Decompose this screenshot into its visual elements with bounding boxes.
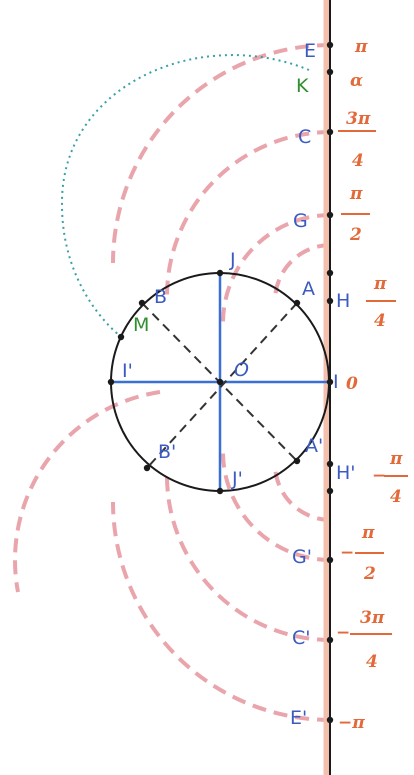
value-pi-4-num: π xyxy=(373,274,387,294)
arc-g-prime xyxy=(221,451,332,562)
point-k xyxy=(326,68,334,76)
point-g-prime xyxy=(326,556,334,564)
label-i-prime: I' xyxy=(122,360,133,382)
label-b: B xyxy=(154,286,167,308)
label-k: K xyxy=(296,75,309,97)
point-g xyxy=(326,211,334,219)
value-neg-pi-4-den: 4 xyxy=(390,487,402,507)
label-e-prime: E' xyxy=(290,707,307,729)
point-o xyxy=(216,378,224,386)
value-pi-2-num: π xyxy=(349,184,363,204)
point-j-prime xyxy=(216,487,224,495)
value-pi-4-den: 4 xyxy=(374,311,386,331)
label-a: A xyxy=(302,278,315,300)
label-g-prime: G' xyxy=(292,546,312,568)
dotted-arc-k xyxy=(60,54,310,337)
value-pi-2-den: 2 xyxy=(349,225,362,245)
arc-c xyxy=(165,130,332,297)
label-g: G xyxy=(293,210,308,232)
value-neg-pi: −π xyxy=(338,713,365,733)
point-c xyxy=(326,128,334,136)
point-markers xyxy=(107,41,334,724)
point-labels: E K C G A H I H' A' G' C' E' B M J I' O … xyxy=(122,40,356,729)
arc-c-prime xyxy=(165,475,332,642)
point-m xyxy=(117,333,125,341)
value-pi: π xyxy=(354,37,368,57)
label-o: O xyxy=(234,359,249,381)
label-b-prime: B' xyxy=(158,441,176,463)
point-j xyxy=(216,269,224,277)
arc-lower-outer xyxy=(12,390,161,593)
point-on-axis-h-top xyxy=(326,269,334,277)
label-j: J xyxy=(229,249,236,271)
point-i-prime xyxy=(107,378,115,386)
point-b xyxy=(138,299,146,307)
arc-g xyxy=(221,213,332,324)
point-e-prime xyxy=(326,716,334,724)
value-neg-3pi-4-sign: − xyxy=(336,623,350,643)
dashed-arcs xyxy=(12,43,332,722)
arc-h xyxy=(273,243,332,302)
value-labels: π α 3π 4 π 2 π 4 0 − π 4 − π 2 − 3π 4 −π xyxy=(336,37,408,733)
point-on-axis-h-bottom xyxy=(326,487,334,495)
value-neg-pi-2-sign: − xyxy=(340,543,354,563)
point-c-prime xyxy=(326,636,334,644)
label-i: I xyxy=(333,371,339,393)
label-j-prime: J' xyxy=(231,468,243,490)
point-a-prime xyxy=(293,457,301,465)
label-h-prime: H' xyxy=(336,462,356,484)
label-e: E xyxy=(304,40,316,62)
value-neg-pi-4-sign: − xyxy=(372,466,386,486)
label-c-prime: C' xyxy=(292,627,311,649)
label-a-prime: A' xyxy=(305,435,323,457)
arc-e-prime xyxy=(111,501,332,722)
value-zero: 0 xyxy=(346,374,358,394)
point-e xyxy=(326,41,334,49)
value-3pi-4-den: 4 xyxy=(352,151,364,171)
point-a xyxy=(293,299,301,307)
value-neg-pi-2-num: π xyxy=(361,523,375,543)
arc-e xyxy=(111,43,332,264)
point-h xyxy=(326,297,334,305)
arc-h-prime xyxy=(273,463,332,522)
value-alpha: α xyxy=(350,71,363,91)
point-h-prime xyxy=(326,460,334,468)
label-h: H xyxy=(336,290,350,312)
value-neg-pi-2-den: 2 xyxy=(363,564,376,584)
point-b-prime xyxy=(143,464,151,472)
value-neg-3pi-4-num: 3π xyxy=(360,608,385,628)
diagonal-a-to-b-prime xyxy=(146,302,298,469)
value-neg-pi-4-num: π xyxy=(389,449,403,469)
point-i xyxy=(326,378,334,386)
value-3pi-4-num: 3π xyxy=(346,109,371,129)
value-neg-3pi-4-den: 4 xyxy=(366,652,378,672)
label-c: C xyxy=(298,126,311,148)
label-m: M xyxy=(133,314,149,336)
